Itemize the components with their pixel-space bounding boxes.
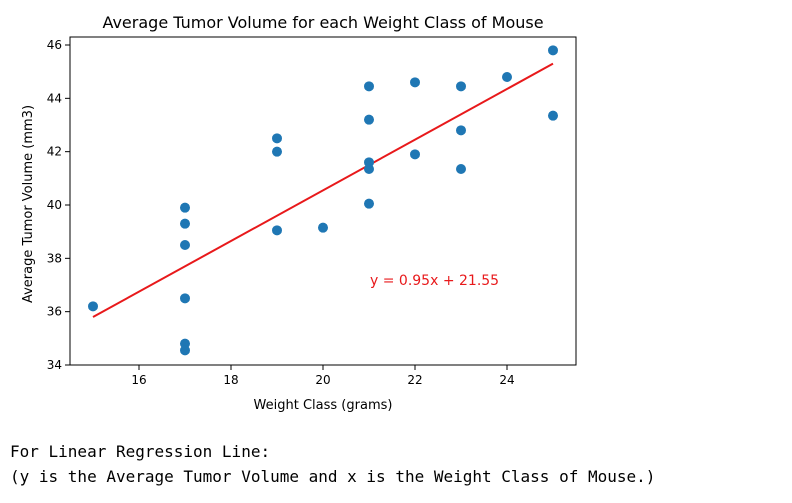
y-tick-label: 36 bbox=[47, 305, 62, 319]
data-point bbox=[410, 77, 420, 88]
data-point bbox=[88, 301, 98, 312]
x-tick-label: 16 bbox=[131, 373, 146, 387]
caption-line-1: For Linear Regression Line: bbox=[10, 442, 271, 461]
plot-frame bbox=[69, 36, 577, 366]
data-point bbox=[272, 146, 282, 157]
data-point bbox=[180, 218, 190, 229]
data-point bbox=[364, 198, 374, 209]
data-point bbox=[548, 45, 558, 56]
data-point bbox=[364, 114, 374, 125]
y-axis-label: Average Tumor Volume (mm3) bbox=[21, 105, 36, 303]
regression-equation: y = 0.95x + 21.55 bbox=[370, 273, 499, 289]
y-tick-label: 46 bbox=[47, 38, 62, 52]
scatter-chart: Average Tumor Volume for each Weight Cla… bbox=[21, 13, 577, 413]
data-point bbox=[502, 72, 512, 82]
y-tick-label: 34 bbox=[47, 358, 62, 372]
data-point bbox=[410, 149, 420, 160]
data-point bbox=[180, 202, 190, 213]
data-point bbox=[180, 345, 190, 356]
x-axis-label: Weight Class (grams) bbox=[254, 398, 393, 413]
y-tick-label: 44 bbox=[47, 91, 62, 105]
x-tick-label: 24 bbox=[499, 373, 514, 387]
data-point bbox=[364, 81, 374, 92]
regression-line bbox=[92, 62, 554, 318]
caption-line-2: (y is the Average Tumor Volume and x is … bbox=[10, 467, 656, 486]
data-point bbox=[456, 125, 466, 136]
x-tick-label: 18 bbox=[223, 373, 238, 387]
data-point bbox=[456, 164, 466, 174]
data-point bbox=[180, 293, 190, 304]
chart-title: Average Tumor Volume for each Weight Cla… bbox=[102, 13, 543, 32]
data-point bbox=[548, 110, 558, 121]
data-point bbox=[272, 133, 282, 144]
data-point bbox=[180, 240, 190, 250]
x-tick-label: 22 bbox=[407, 373, 422, 387]
data-point bbox=[318, 222, 328, 233]
data-points bbox=[88, 45, 558, 356]
data-point bbox=[272, 225, 282, 236]
y-tick-label: 38 bbox=[47, 251, 62, 265]
axis-ticks: 16 18 20 22 24 34 36 38 40 42 44 46 bbox=[47, 38, 515, 387]
data-point bbox=[456, 81, 466, 92]
data-point bbox=[364, 164, 374, 174]
y-tick-label: 40 bbox=[47, 198, 62, 212]
y-tick-label: 42 bbox=[47, 145, 62, 159]
x-tick-label: 20 bbox=[315, 373, 330, 387]
